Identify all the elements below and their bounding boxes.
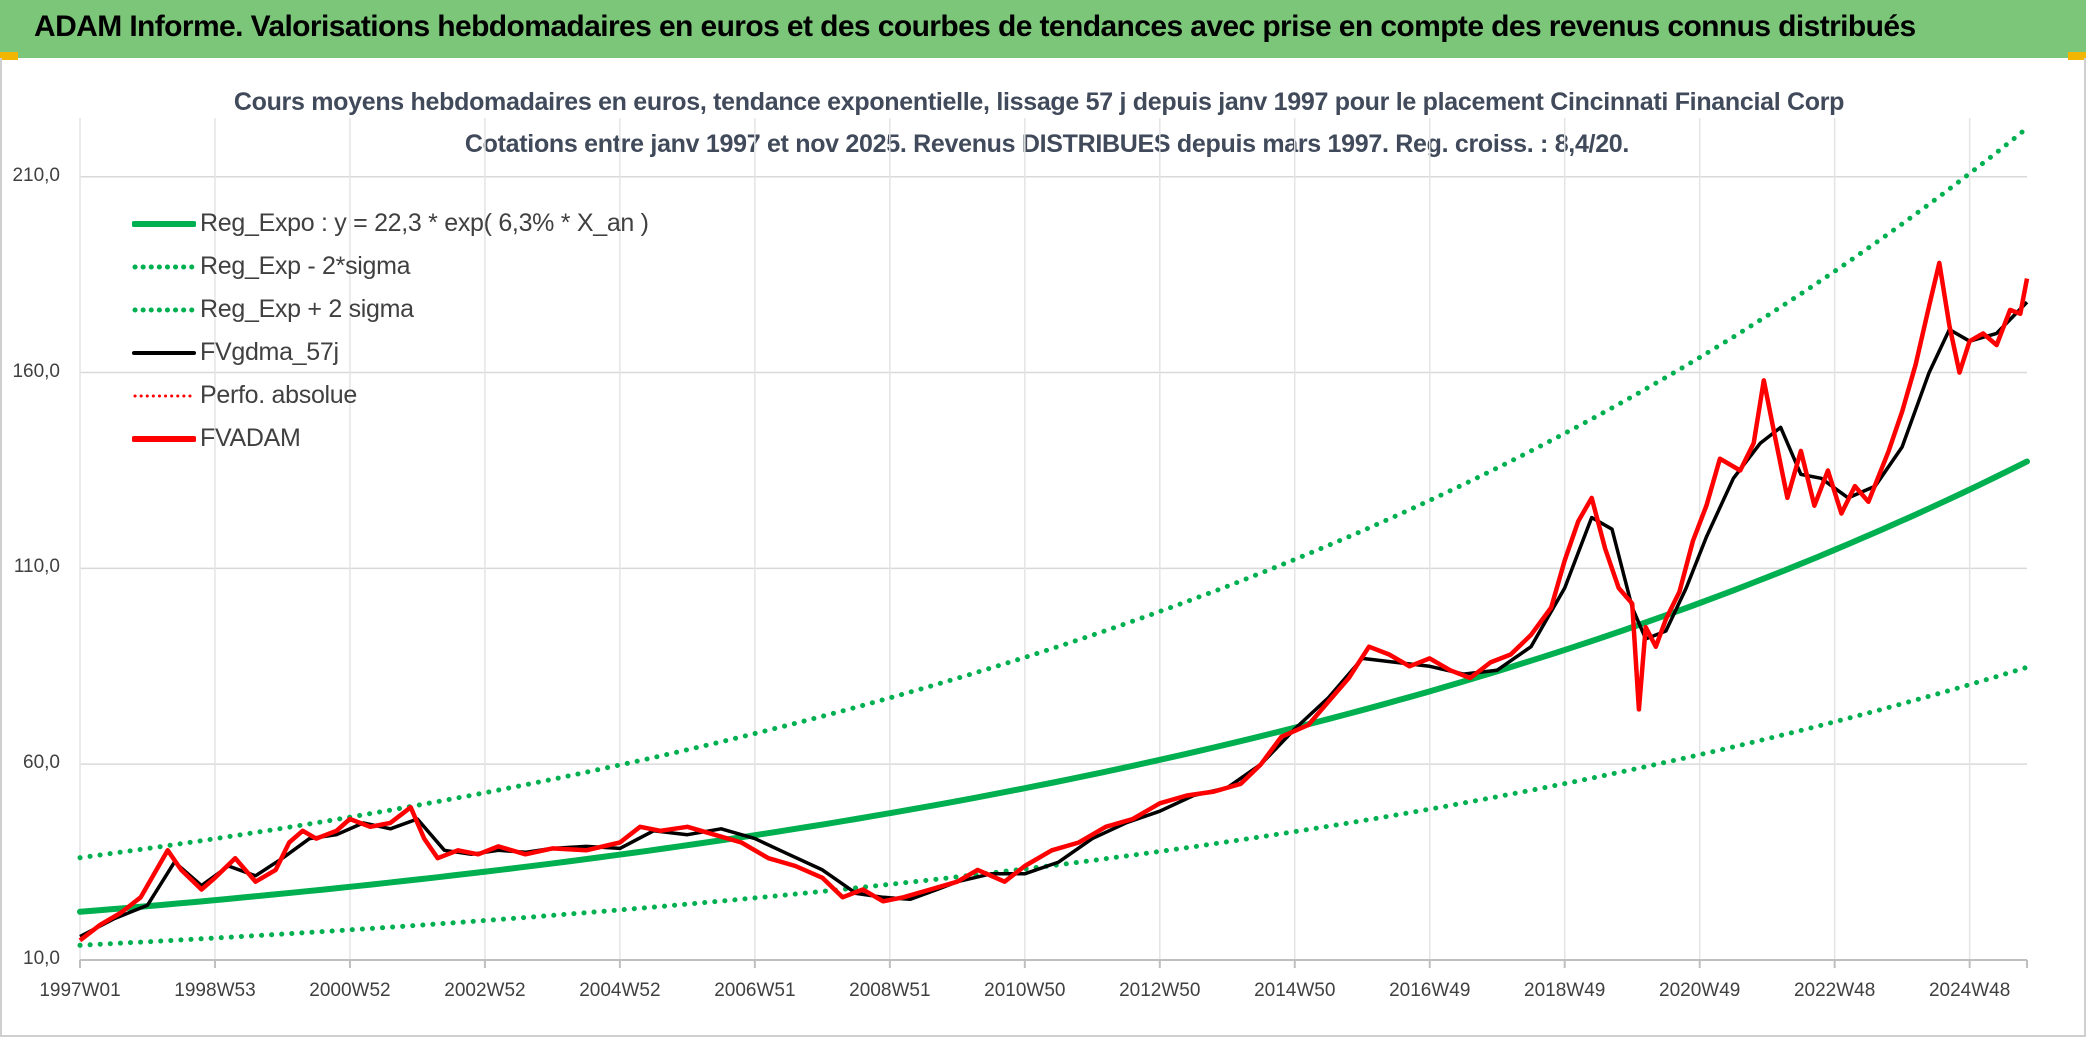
x-tick-label: 2018W49 [1524,980,1606,1001]
series-fvadam [78,260,2030,943]
series-reg-expo [77,458,2030,915]
legend-item-reg-exp-plus: Reg_Exp + 2 sigma [132,288,649,331]
legend-swatch-reg-exp-minus [132,264,196,269]
legend-label-reg-exp-minus: Reg_Exp - 2*sigma [200,252,411,280]
x-tick-label: 2002W52 [444,980,526,1001]
legend-swatch-perfo [133,394,196,397]
y-tick-label: 110,0 [13,556,60,578]
y-tick-label: 160,0 [12,360,60,382]
chart-legend: Reg_Expo : y = 22,3 * exp( 6,3% * X_an )… [132,202,649,460]
y-tick-label: 60,0 [23,752,60,774]
series-fvgdma-57j [79,300,2029,939]
legend-label-fvadam: FVADAM [200,424,301,452]
x-tick-label: 2010W50 [984,980,1066,1001]
legend-item-reg-expo: Reg_Expo : y = 22,3 * exp( 6,3% * X_an ) [132,202,649,245]
x-tick-label: 2006W51 [714,980,796,1001]
header-banner: ADAM Informe. Valorisations hebdomadaire… [0,0,2086,58]
legend-label-reg-expo: Reg_Expo : y = 22,3 * exp( 6,3% * X_an ) [200,209,649,237]
legend-item-reg-exp-minus: Reg_Exp - 2*sigma [132,245,649,288]
legend-swatch-reg-expo [132,220,196,227]
series-reg-exp-minus-2sigma [77,664,2030,948]
legend-item-fvadam: FVADAM [132,417,649,460]
x-tick-label: 2000W52 [309,980,391,1001]
legend-swatch-fvadam [132,435,196,442]
legend-swatch-fvgdma [132,350,196,355]
x-tick-label: 1997W01 [39,980,121,1001]
legend-item-fvgdma: FVgdma_57j [132,331,649,374]
legend-item-perfo: Perfo. absolue [132,374,649,417]
legend-label-fvgdma: FVgdma_57j [200,338,339,366]
x-tick-label: 2004W52 [579,980,661,1001]
y-tick-label: 10,0 [23,948,60,969]
legend-label-reg-exp-plus: Reg_Exp + 2 sigma [200,295,414,323]
legend-label-perfo: Perfo. absolue [200,381,358,409]
x-tick-label: 2022W48 [1793,980,1876,1001]
x-tick-label: 2016W49 [1389,980,1471,1001]
banner-accent-right [2068,52,2086,60]
banner-accent-left [0,52,18,60]
x-tick-label: 2008W51 [849,980,931,1001]
y-tick-label: 210,0 [12,164,60,186]
x-tick-label: 2020W49 [1659,980,1741,1001]
chart-frame [0,58,2086,1037]
chart-title: Cours moyens hebdomadaires en euros, ten… [233,88,1845,116]
x-tick-label: 2024W48 [1928,980,2011,1001]
x-tick-label: 1998W53 [174,980,256,1001]
x-tick-label: 2014W50 [1254,980,1336,1001]
legend-swatch-reg-exp-plus [132,307,196,312]
banner-title: ADAM Informe. Valorisations hebdomadaire… [34,10,1916,43]
chart-subtitle: Cotations entre janv 1997 et nov 2025. R… [464,130,1630,158]
x-tick-label: 2012W50 [1119,980,1201,1001]
